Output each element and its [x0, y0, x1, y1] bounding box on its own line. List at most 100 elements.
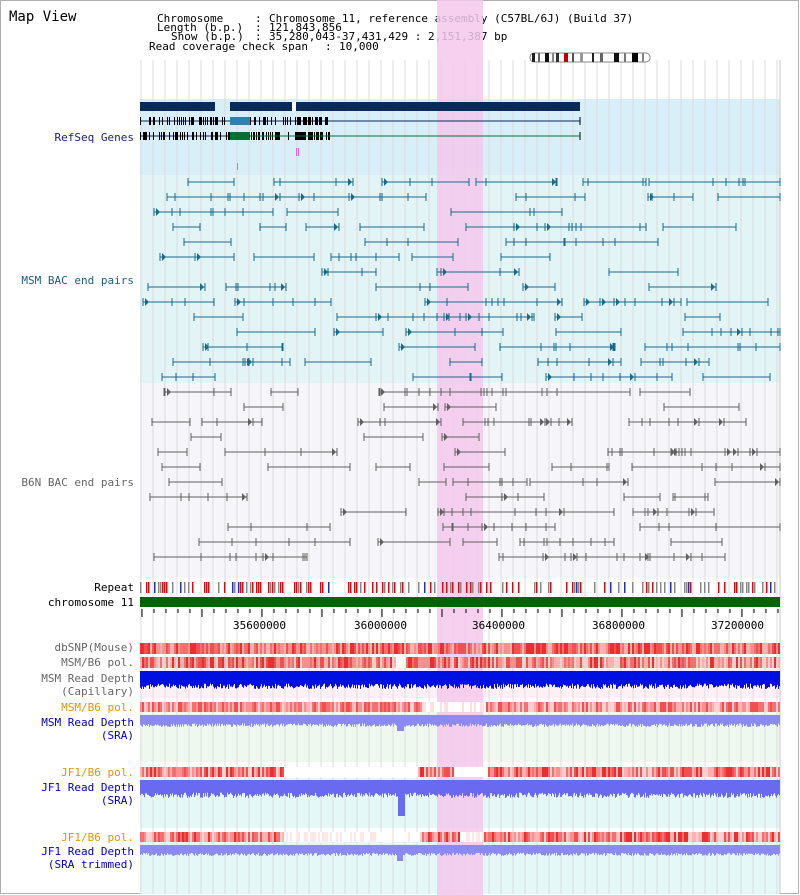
heat-cell	[600, 702, 602, 712]
heat-cell	[556, 832, 558, 842]
heat-cell	[364, 702, 366, 712]
depth-bar	[141, 845, 142, 855]
depth-bar	[204, 845, 205, 855]
heat-cell	[590, 702, 592, 712]
heat-cell	[460, 702, 462, 712]
depth-bar	[639, 671, 640, 687]
depth-bar	[713, 671, 714, 688]
depth-bar	[413, 780, 414, 794]
msm-depth-sra	[140, 715, 780, 731]
heat-cell	[296, 643, 298, 654]
heat-cell	[236, 767, 238, 777]
heat-cell	[360, 702, 362, 712]
heat-cell	[178, 702, 180, 712]
heat-cell	[412, 832, 414, 842]
depth-bar	[642, 671, 643, 685]
depth-bar	[221, 845, 222, 853]
heat-cell	[402, 702, 404, 712]
heat-cell	[318, 643, 320, 654]
depth-bar	[425, 780, 426, 796]
depth-bar	[752, 780, 753, 797]
depth-bar	[584, 671, 585, 687]
depth-bar	[673, 780, 674, 795]
depth-bar	[526, 780, 527, 798]
heat-cell	[544, 832, 546, 842]
heat-cell	[188, 832, 190, 842]
repeat-mark	[328, 582, 330, 593]
heat-cell	[504, 643, 506, 654]
depth-bar	[673, 715, 674, 727]
depth-bar	[328, 780, 329, 794]
heat-cell	[146, 832, 148, 842]
heat-cell	[728, 767, 730, 777]
depth-bar	[650, 715, 651, 727]
depth-bar	[315, 715, 316, 725]
depth-bar	[402, 715, 403, 731]
heat-cell	[482, 657, 484, 668]
depth-bar	[565, 715, 566, 726]
heat-cell	[152, 702, 154, 712]
heat-cell	[598, 767, 600, 777]
repeat-mark	[604, 582, 606, 593]
depth-bar	[222, 780, 223, 795]
heat-cell	[548, 702, 550, 712]
depth-bar	[329, 671, 330, 686]
depth-bar	[541, 715, 542, 724]
heat-cell	[600, 832, 602, 842]
heat-cell	[278, 702, 280, 712]
depth-bar	[166, 671, 167, 686]
depth-bar	[661, 715, 662, 725]
depth-bar	[543, 715, 544, 725]
exon	[226, 132, 227, 140]
bac-arrow	[156, 208, 160, 216]
depth-bar	[390, 715, 391, 727]
depth-bar	[544, 715, 545, 727]
heat-cell	[256, 832, 258, 842]
depth-bar	[349, 671, 350, 688]
depth-bar	[664, 671, 665, 689]
heat-cell	[552, 832, 554, 842]
exon	[181, 117, 182, 125]
heat-cell	[708, 702, 710, 712]
depth-bar	[444, 671, 445, 686]
depth-bar	[396, 715, 397, 726]
depth-bar	[250, 715, 251, 727]
depth-bar	[264, 671, 265, 685]
depth-bar	[640, 780, 641, 798]
heat-cell	[142, 657, 144, 668]
heat-cell	[338, 643, 340, 654]
gene-block	[140, 102, 215, 111]
depth-bar	[191, 671, 192, 687]
heat-cell	[768, 767, 770, 777]
heat-cell	[164, 767, 166, 777]
depth-bar	[774, 671, 775, 686]
heat-cell	[278, 657, 280, 668]
depth-bar	[174, 715, 175, 726]
heat-cell	[600, 767, 602, 777]
depth-bar	[293, 715, 294, 725]
depth-bar	[371, 715, 372, 727]
depth-bar	[427, 780, 428, 796]
exon	[153, 117, 154, 125]
heat-cell	[636, 767, 638, 777]
depth-bar	[638, 671, 639, 687]
heat-cell	[646, 657, 648, 668]
depth-bar	[668, 780, 669, 795]
heat-cell	[378, 643, 380, 654]
depth-bar	[468, 671, 469, 685]
heat-cell	[414, 702, 416, 712]
heat-cell	[154, 643, 156, 654]
depth-bar	[378, 671, 379, 686]
heat-cell	[626, 702, 628, 712]
heat-cell	[770, 767, 772, 777]
heat-cell	[270, 702, 272, 712]
chromosome-bar	[140, 597, 780, 607]
depth-bar	[311, 780, 312, 796]
depth-bar	[567, 671, 568, 686]
heat-cell	[752, 643, 754, 654]
heat-cell	[248, 657, 250, 668]
heat-cell	[318, 657, 320, 668]
heat-cell	[344, 643, 346, 654]
repeat-mark	[452, 582, 454, 593]
